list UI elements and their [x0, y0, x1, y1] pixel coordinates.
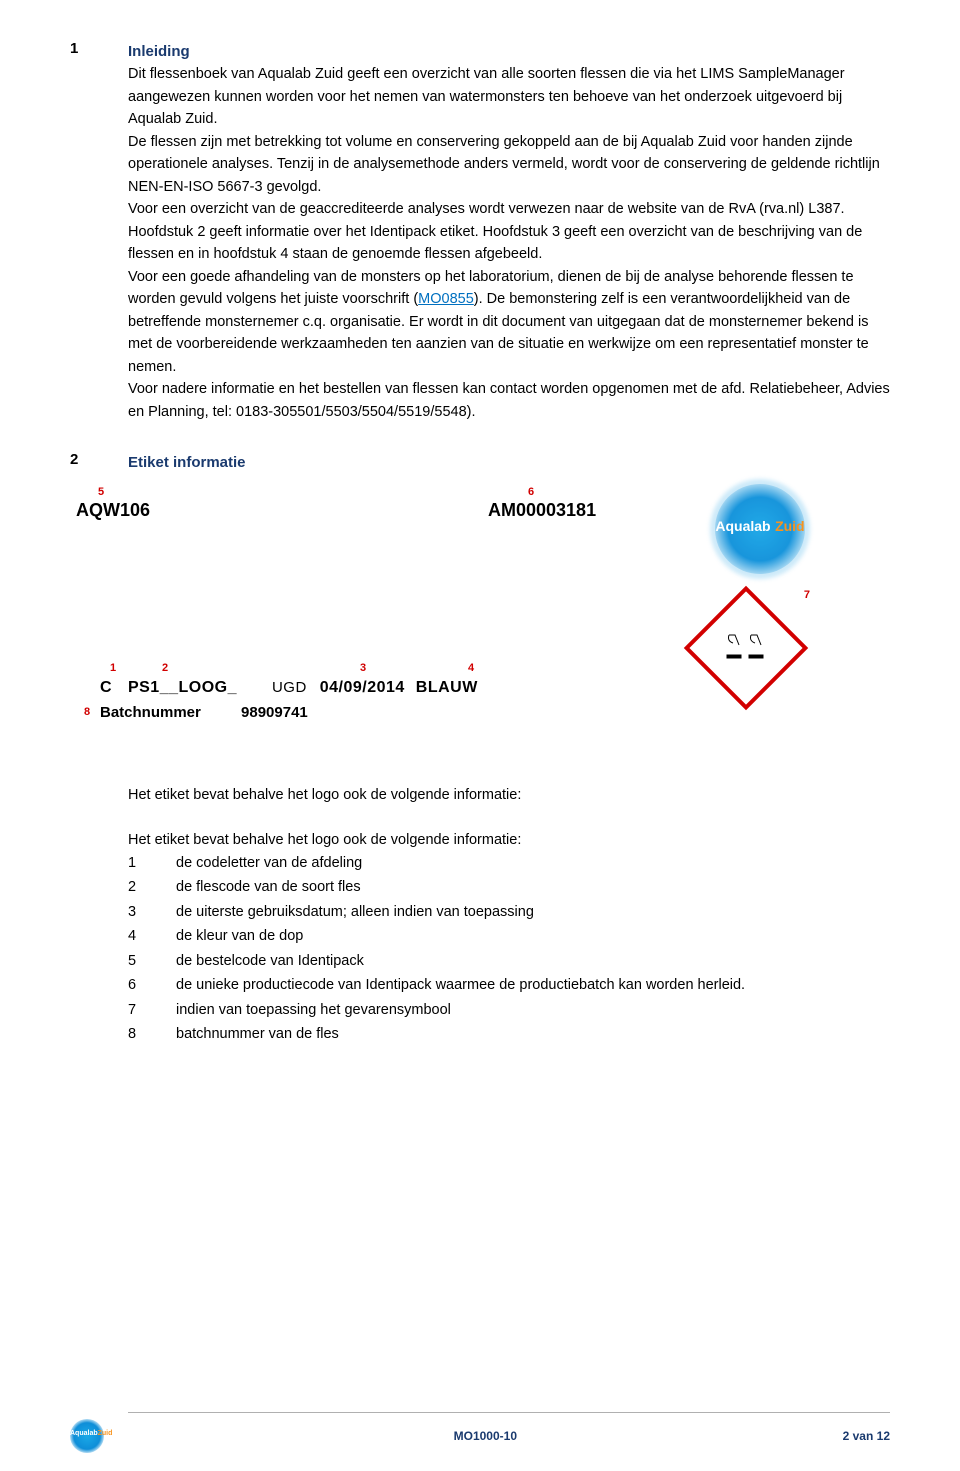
paragraph-text: De flessen zijn met betrekking tot volum…: [128, 134, 880, 195]
item-number: 4: [128, 925, 176, 947]
item-text: de unieke productiecode van Identipack w…: [176, 974, 745, 996]
section-etiket: 2 Etiket informatie: [70, 451, 890, 474]
item-text: de codeletter van de afdeling: [176, 852, 362, 874]
section-title: Etiket informatie: [128, 454, 246, 471]
aqualab-logo: Aqualab Zuid: [700, 484, 820, 574]
footer-logo: AqualabZuid: [70, 1419, 128, 1453]
paragraph-text: Voor een overzicht van de geaccrediteerd…: [128, 201, 845, 217]
item-number: 8: [128, 1023, 176, 1045]
callout-marker-6: 6: [528, 486, 534, 498]
etiket-info-block: Het etiket bevat behalve het logo ook de…: [128, 784, 890, 1045]
callout-marker-3: 3: [360, 662, 366, 674]
label-c: C: [100, 679, 112, 696]
section-body: Etiket informatie: [128, 451, 890, 474]
label-date: 04/09/2014: [320, 679, 405, 696]
paragraph-text: Hoofdstuk 2 geeft informatie over het Id…: [128, 224, 862, 262]
label-code-right: AM00003181: [488, 500, 596, 521]
callout-marker-1: 1: [110, 662, 116, 674]
callout-marker-4: 4: [468, 662, 474, 674]
batch-label: Batchnummer: [100, 704, 201, 721]
section-title: Inleiding: [128, 43, 190, 60]
link-mo0855[interactable]: MO0855: [418, 291, 474, 307]
list-item: 6de unieke productiecode van Identipack …: [128, 974, 890, 996]
info-intro-1: Het etiket bevat behalve het logo ook de…: [128, 784, 890, 806]
footer-logo-main: Aqualab: [70, 1430, 98, 1437]
item-number: 3: [128, 901, 176, 923]
label-batch-row: Batchnummer 98909741: [100, 704, 308, 721]
callout-marker-8: 8: [84, 706, 90, 718]
document-page: 1 Inleiding Dit flessenboek van Aqualab …: [0, 0, 960, 1471]
item-number: 7: [128, 999, 176, 1021]
item-text: de bestelcode van Identipack: [176, 950, 364, 972]
item-text: de kleur van de dop: [176, 925, 303, 947]
callout-marker-5: 5: [98, 486, 104, 498]
item-number: 5: [128, 950, 176, 972]
item-text: indien van toepassing het gevarensymbool: [176, 999, 451, 1021]
section-inleiding: 1 Inleiding Dit flessenboek van Aqualab …: [70, 40, 890, 423]
item-number: 2: [128, 876, 176, 898]
list-item: 1de codeletter van de afdeling: [128, 852, 890, 874]
label-blauw: BLAUW: [416, 679, 478, 696]
callout-marker-2: 2: [162, 662, 168, 674]
section-number: 2: [70, 451, 128, 468]
etiket-figure: 5 AQW106 6 AM00003181 Aqualab Zuid 7: [70, 484, 830, 744]
page-footer: AqualabZuid MO1000-10 2 van 12: [0, 1412, 960, 1453]
section-body: Inleiding Dit flessenboek van Aqualab Zu…: [128, 40, 890, 423]
item-text: batchnummer van de fles: [176, 1023, 339, 1045]
callout-marker-7: 7: [804, 589, 810, 601]
list-item: 4de kleur van de dop: [128, 925, 890, 947]
item-text: de uiterste gebruiksdatum; alleen indien…: [176, 901, 534, 923]
list-item: 7indien van toepassing het gevarensymboo…: [128, 999, 890, 1021]
paragraph-text: Voor nadere informatie en het bestellen …: [128, 381, 890, 419]
info-list: 1de codeletter van de afdeling 2de flesc…: [128, 852, 890, 1046]
list-item: 2de flescode van de soort fles: [128, 876, 890, 898]
footer-center: MO1000-10: [128, 1429, 843, 1443]
section-number: 1: [70, 40, 128, 57]
footer-page-number: 2 van 12: [843, 1429, 890, 1443]
footer-logo-sub: Zuid: [98, 1430, 113, 1437]
item-text: de flescode van de soort fles: [176, 876, 361, 898]
footer-logo-burst-icon: AqualabZuid: [70, 1419, 104, 1453]
label-ugd: UGD: [272, 679, 307, 696]
logo-text-main: Aqualab: [715, 518, 770, 534]
info-intro-2: Het etiket bevat behalve het logo ook de…: [128, 829, 890, 851]
label-code-left: AQW106: [76, 500, 150, 521]
list-item: 8batchnummer van de fles: [128, 1023, 890, 1045]
list-item: 5de bestelcode van Identipack: [128, 950, 890, 972]
hazard-symbol-icon: [684, 586, 808, 710]
item-number: 6: [128, 974, 176, 996]
footer-divider: [128, 1412, 890, 1413]
label-ps1: PS1__LOOG_: [128, 679, 237, 696]
batch-value: 98909741: [241, 704, 308, 721]
label-code-row: C PS1__LOOG_ UGD 04/09/2014 BLAUW: [100, 679, 478, 697]
logo-burst-icon: Aqualab Zuid: [715, 484, 805, 574]
hazard-inner-icon: [706, 608, 786, 688]
paragraph-text: Dit flessenboek van Aqualab Zuid geeft e…: [128, 66, 845, 127]
item-number: 1: [128, 852, 176, 874]
logo-text-sub: Zuid: [775, 518, 805, 534]
list-item: 3de uiterste gebruiksdatum; alleen indie…: [128, 901, 890, 923]
